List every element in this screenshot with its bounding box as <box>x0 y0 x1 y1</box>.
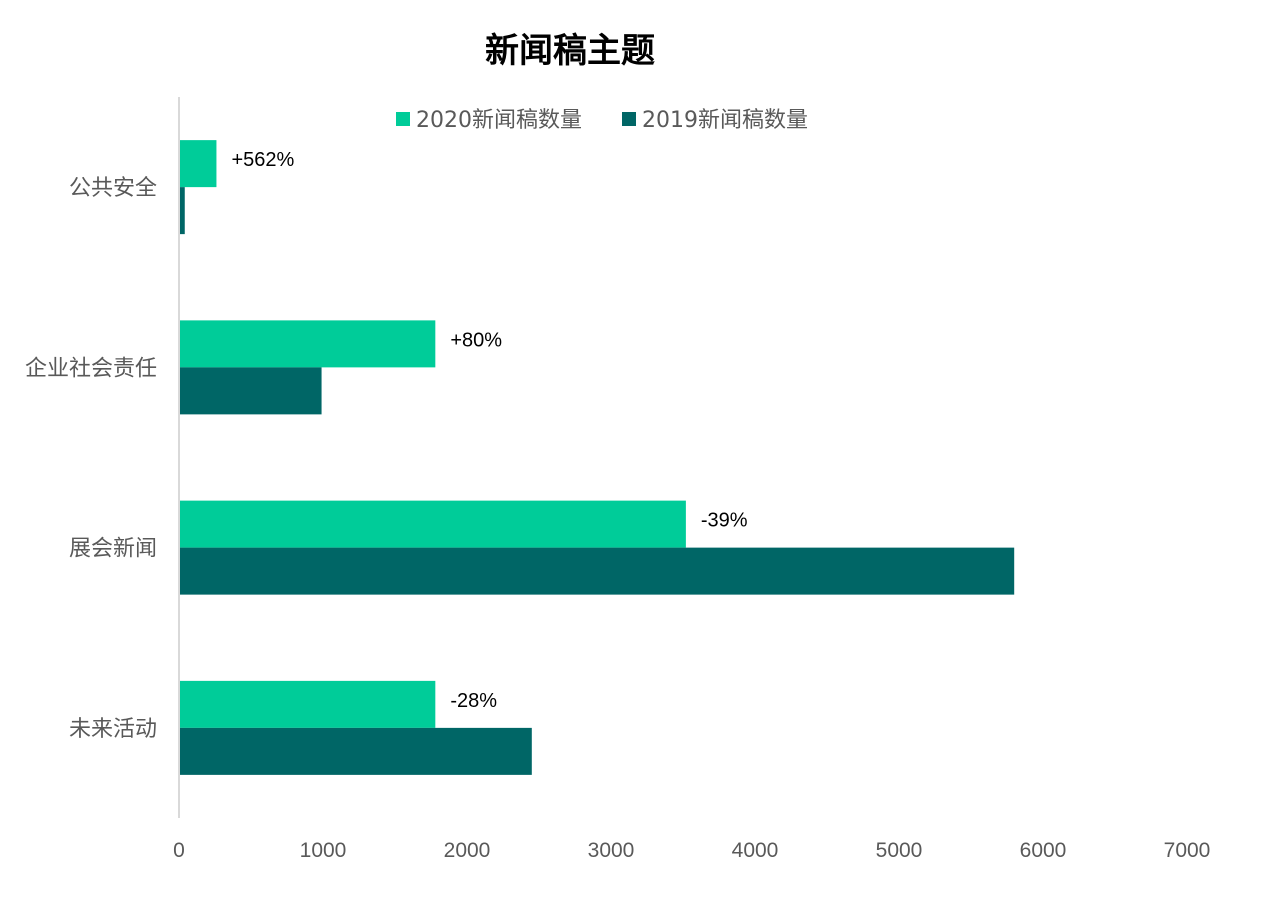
x-tick-label: 0 <box>173 839 185 862</box>
bar-2020-0 <box>180 140 217 188</box>
bar-2020-1 <box>180 320 436 368</box>
change-label: +80% <box>450 329 502 351</box>
category-label: 未来活动 <box>69 717 157 742</box>
x-tick-label: 5000 <box>876 839 923 862</box>
x-tick-label: 4000 <box>732 839 779 862</box>
data-labels: +562% +80% -39% -28% <box>231 149 747 712</box>
category-label: 公共安全 <box>69 176 157 201</box>
category-label: 企业社会责任 <box>25 356 157 381</box>
category-label: 展会新闻 <box>69 537 157 562</box>
x-tick-label: 7000 <box>1164 839 1211 862</box>
x-tick-label: 2000 <box>444 839 491 862</box>
bars-group <box>180 140 1015 775</box>
legend-label-2020: 2020新闻稿数量 <box>416 108 582 133</box>
bar-2019-1 <box>180 367 322 415</box>
chart-title: 新闻稿主题 <box>485 31 655 71</box>
bar-2019-3 <box>180 727 532 775</box>
legend-swatch-2020 <box>396 112 410 126</box>
legend: 2020新闻稿数量 2019新闻稿数量 <box>396 108 808 133</box>
x-tick-label: 3000 <box>588 839 635 862</box>
change-label: -28% <box>450 690 497 712</box>
legend-label-2019: 2019新闻稿数量 <box>642 108 808 133</box>
x-axis-ticks: 0 1000 2000 3000 4000 5000 6000 7000 <box>173 839 1210 862</box>
bar-2020-2 <box>180 500 686 548</box>
x-tick-label: 6000 <box>1020 839 1067 862</box>
change-label: -39% <box>701 510 748 532</box>
bar-2020-3 <box>180 680 436 728</box>
x-tick-label: 1000 <box>300 839 347 862</box>
bar-2019-2 <box>180 547 1015 595</box>
change-label: +562% <box>231 149 294 171</box>
bar-2019-0 <box>180 187 185 235</box>
legend-swatch-2019 <box>622 112 636 126</box>
